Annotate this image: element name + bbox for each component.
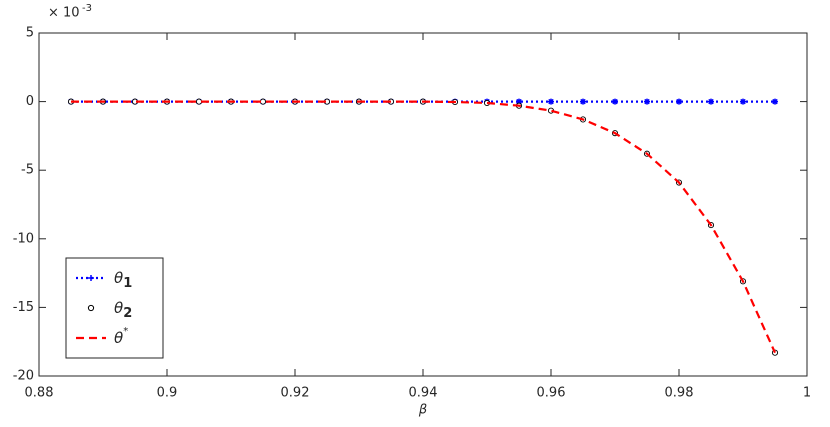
y-multiplier: × 10 xyxy=(48,6,80,21)
y-tick-label: -15 xyxy=(13,300,34,315)
y-tick-label: -20 xyxy=(13,369,34,384)
marker xyxy=(676,98,682,105)
marker xyxy=(644,98,650,105)
x-axis-label: β xyxy=(418,403,427,418)
x-tick-label: 1 xyxy=(803,386,811,401)
legend-marker xyxy=(87,304,95,312)
x-tick-label: 0.92 xyxy=(281,386,310,401)
marker xyxy=(612,98,618,105)
marker xyxy=(195,98,203,105)
series-line xyxy=(71,100,777,354)
y-tick-label: 0 xyxy=(26,94,34,109)
x-tick-label: 0.94 xyxy=(409,386,438,401)
marker xyxy=(708,98,714,105)
y-tick-label: -5 xyxy=(21,163,34,178)
marker xyxy=(548,98,554,105)
legend-label: θ2 xyxy=(114,299,132,321)
marker xyxy=(740,98,746,105)
marker xyxy=(259,98,267,105)
plot-area xyxy=(38,32,808,377)
y-tick-label: 5 xyxy=(26,26,34,41)
x-tick-label: 0.9 xyxy=(157,386,178,401)
x-tick-label: 0.88 xyxy=(25,386,54,401)
legend-box xyxy=(65,257,164,359)
y-tick-label: -10 xyxy=(13,231,34,246)
y-exponent: -3 xyxy=(82,3,92,14)
legend-marker xyxy=(88,275,94,281)
legend-label: θ* xyxy=(114,326,128,347)
x-tick-label: 0.98 xyxy=(665,386,694,401)
marker xyxy=(772,98,778,105)
x-tick-label: 0.96 xyxy=(537,386,566,401)
marker xyxy=(580,98,586,105)
marker xyxy=(516,98,522,105)
legend-label: θ1 xyxy=(114,269,132,291)
